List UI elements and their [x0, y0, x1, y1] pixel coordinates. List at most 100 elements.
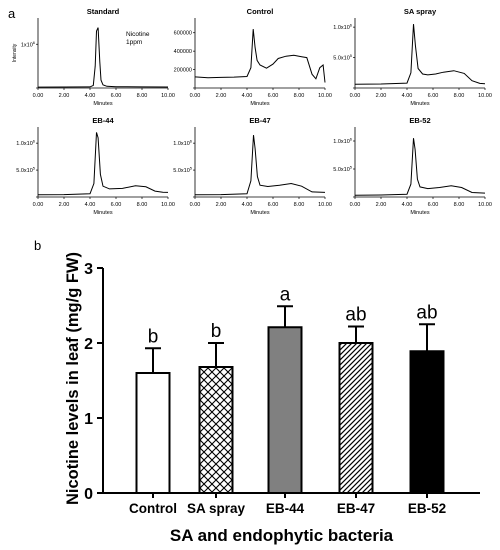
- bar-control: [135, 372, 171, 494]
- x-tick-label: 0.00: [33, 202, 44, 208]
- significance-letter: ab: [416, 302, 437, 323]
- chromatogram-trace: [194, 29, 326, 83]
- y-tick-label: 5.0x105: [173, 166, 193, 175]
- y-tick-label: 600000: [174, 31, 192, 37]
- x-tick-label: 8.00: [454, 93, 465, 99]
- bar-sa-spray: [198, 366, 234, 494]
- chromatogram-title: EB-47: [249, 116, 270, 125]
- bar-eb-44: [267, 326, 303, 494]
- x-tick-label: 10.00: [478, 202, 492, 208]
- y-tick-label: 0: [84, 486, 93, 503]
- x-axis-label: Minutes: [410, 210, 430, 216]
- x-axis-label: Minutes: [410, 101, 430, 107]
- x-tick-label: EB-52: [408, 501, 446, 516]
- y-axis-label: Nicotine levels in leaf (mg/g FW): [64, 252, 82, 505]
- chromatogram-trace: [354, 24, 486, 85]
- x-tick-label: 6.00: [268, 202, 279, 208]
- bar-eb-52: [409, 350, 445, 494]
- panel-label-a: a: [8, 6, 16, 21]
- annotation: 1ppm: [126, 39, 142, 46]
- x-tick-label: 2.00: [376, 202, 387, 208]
- chromatogram-title: Control: [247, 7, 274, 16]
- x-tick-label: 8.00: [294, 93, 305, 99]
- x-axis-label: Minutes: [250, 210, 270, 216]
- y-tick-label: 1.0x106: [333, 23, 353, 32]
- x-tick-label: EB-44: [266, 501, 305, 516]
- x-tick-label: 10.00: [161, 202, 175, 208]
- x-tick-label: 8.00: [294, 202, 305, 208]
- significance-letter: b: [148, 326, 159, 347]
- bar-eb-47: [338, 342, 374, 494]
- x-tick-label: 2.00: [216, 202, 227, 208]
- significance-letter: a: [280, 284, 291, 305]
- x-tick-label: 8.00: [137, 202, 148, 208]
- x-tick-label: SA spray: [187, 501, 246, 516]
- y-tick-label: 400000: [174, 49, 192, 55]
- x-axis-label: Minutes: [93, 210, 113, 216]
- significance-letter: ab: [345, 305, 366, 326]
- nicotine-bar-chart: 0 1 2 3 b Control b SA spray a EB-44 ab EB-47 ab EB-5…: [64, 252, 480, 545]
- x-tick-label: 0.00: [190, 93, 201, 99]
- chromatogram-trace: [194, 135, 326, 196]
- y-tick-label: 1: [84, 411, 93, 428]
- chromatogram-trace: [37, 132, 169, 196]
- x-tick-label: 4.00: [85, 93, 96, 99]
- x-tick-label: 10.00: [161, 93, 175, 99]
- x-tick-label: 10.00: [318, 202, 332, 208]
- x-tick-label: 10.00: [318, 93, 332, 99]
- y-tick-label: 5.0x105: [333, 165, 353, 174]
- chromatogram-trace: [37, 27, 169, 88]
- x-tick-label: 6.00: [268, 93, 279, 99]
- chromatogram-title: EB-52: [409, 116, 430, 125]
- chromatogram-trace: [354, 138, 486, 196]
- chromatogram-title: SA spray: [404, 7, 437, 16]
- x-tick-label: 6.00: [428, 93, 439, 99]
- chromatogram-5: EB-52 0.00 2.00 4.00 6.00 8.00 10.00 Minutes 5.0…: [333, 116, 492, 216]
- x-tick-label: 0.00: [33, 93, 44, 99]
- x-tick-label: 6.00: [111, 202, 122, 208]
- chromatogram-4: EB-47 0.00 2.00 4.00 6.00 8.00 10.00 Minutes 5.0…: [173, 116, 332, 216]
- x-tick-label: 8.00: [137, 93, 148, 99]
- x-tick-label: 6.00: [111, 93, 122, 99]
- x-tick-label: 2.00: [216, 93, 227, 99]
- y-tick-label: 200000: [174, 68, 192, 74]
- chromatogram-3: EB-44 0.00 2.00 4.00 6.00 8.00 10.00 Minutes 5.0…: [16, 116, 175, 216]
- y-tick-label: 2: [84, 336, 93, 353]
- x-tick-label: 0.00: [350, 202, 361, 208]
- x-tick-label: 2.00: [376, 93, 387, 99]
- annotation: Nicotine: [126, 31, 150, 38]
- y-tick-label: 3: [84, 261, 93, 278]
- x-axis-label: SA and endophytic bacteria: [170, 526, 394, 545]
- x-axis-label: Minutes: [250, 101, 270, 107]
- x-tick-label: Control: [129, 501, 177, 516]
- x-tick-label: 6.00: [428, 202, 439, 208]
- x-axis-label: Minutes: [93, 101, 113, 107]
- y-tick-label: 5.0x105: [16, 166, 36, 175]
- significance-letter: b: [211, 321, 222, 342]
- x-tick-label: 4.00: [242, 93, 253, 99]
- x-tick-label: 2.00: [59, 202, 70, 208]
- x-tick-label: EB-47: [337, 501, 375, 516]
- x-tick-label: 4.00: [402, 93, 413, 99]
- panel-label-b: b: [34, 238, 41, 253]
- chromatogram-panels: Standard 0.00 2.00 4.00 6.00 8.00 10.00 Minutes…: [12, 7, 492, 216]
- chromatogram-1: Control 0.00 2.00 4.00 6.00 8.00 10.00 Minutes 2…: [174, 7, 332, 107]
- x-tick-label: 4.00: [85, 202, 96, 208]
- chromatogram-0: Standard 0.00 2.00 4.00 6.00 8.00 10.00 Minutes…: [12, 7, 175, 107]
- x-tick-label: 10.00: [478, 93, 492, 99]
- y-axis-label: Intensity: [12, 43, 18, 62]
- y-tick-label: 5.0x105: [333, 53, 353, 62]
- chromatogram-title: EB-44: [92, 116, 114, 125]
- x-tick-label: 4.00: [402, 202, 413, 208]
- y-tick-label: 1.0x106: [333, 137, 353, 146]
- y-tick-label: 1.0x106: [16, 139, 36, 148]
- chromatogram-2: SA spray 0.00 2.00 4.00 6.00 8.00 10.00 Minutes…: [333, 7, 492, 107]
- x-tick-label: 0.00: [190, 202, 201, 208]
- x-tick-label: 8.00: [454, 202, 465, 208]
- chromatogram-title: Standard: [87, 7, 120, 16]
- x-tick-label: 2.00: [59, 93, 70, 99]
- y-tick-label: 1x106: [21, 40, 36, 49]
- x-tick-label: 0.00: [350, 93, 361, 99]
- x-tick-label: 4.00: [242, 202, 253, 208]
